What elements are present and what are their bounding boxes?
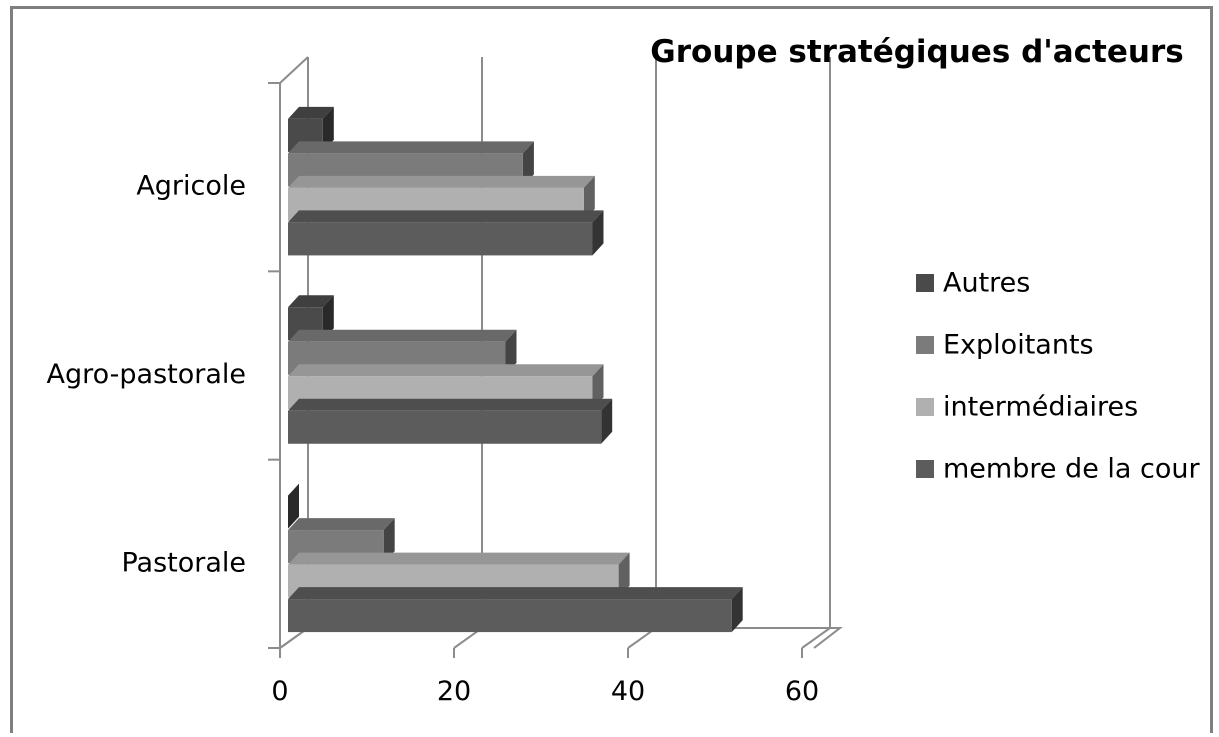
- bar-side-face: [601, 398, 613, 444]
- x-tick-labels: 0 20 40 60: [271, 676, 819, 707]
- legend-item-label: Exploitants: [943, 330, 1094, 361]
- bar: [288, 398, 613, 444]
- bar-top-face: [288, 295, 334, 308]
- bar-side-face: [583, 175, 595, 221]
- category-label: Agro-pastorale: [47, 359, 247, 390]
- legend-item-label: Autres: [943, 268, 1030, 299]
- bar-front-face: [288, 410, 602, 444]
- chart-frame: [10, 6, 1213, 733]
- bar-top-face: [288, 329, 517, 342]
- bar-side-face: [522, 141, 534, 187]
- legend-item-label: intermédiaires: [943, 392, 1138, 423]
- bar-top-face: [288, 210, 604, 223]
- bar-top-face: [288, 587, 743, 600]
- floor-gridline: [801, 627, 831, 649]
- bar-side-face: [592, 364, 604, 410]
- bar-top-face: [288, 518, 395, 531]
- bar-side-face: [383, 518, 395, 564]
- category-label: Agricole: [136, 171, 246, 202]
- bar-side-face: [288, 483, 299, 529]
- bar-top-face: [288, 552, 630, 565]
- chart-legend: Autres Exploitants intermédiaires membre de…: [916, 268, 1200, 485]
- x-tick-label: 20: [437, 676, 471, 707]
- chart-axis: [268, 82, 803, 658]
- bar-front-face: [288, 222, 593, 256]
- bar-top-face: [288, 364, 604, 377]
- chart-bars: [288, 106, 743, 633]
- x-tick-label: 40: [611, 676, 645, 707]
- category-labels: Agricole Agro-pastorale Pastorale: [47, 171, 247, 579]
- bar-side-face: [505, 329, 517, 375]
- bar-top-face: [288, 106, 334, 119]
- legend-swatch: [916, 460, 934, 478]
- category-label: Pastorale: [121, 547, 246, 578]
- bar-top-face: [288, 141, 534, 154]
- bar-side-face: [618, 552, 630, 598]
- bar-top-face: [288, 175, 595, 188]
- legend-swatch: [916, 336, 934, 354]
- legend-item-label: membre de la cour: [943, 454, 1200, 485]
- bar-side-face: [731, 587, 743, 633]
- bar: [288, 210, 604, 256]
- bar-side-face: [322, 295, 334, 341]
- bar-side-face: [592, 210, 604, 256]
- chart-title: Groupe stratégiques d'acteurs: [650, 34, 1183, 70]
- bar-top-face: [288, 398, 613, 411]
- legend-swatch: [916, 398, 934, 416]
- bar: [288, 483, 299, 529]
- side-wall-top: [279, 56, 309, 84]
- bar: [288, 587, 743, 633]
- bar-front-face: [288, 599, 732, 633]
- legend-swatch: [916, 274, 934, 292]
- x-tick-label: 0: [271, 676, 288, 707]
- x-tick-label: 60: [785, 676, 819, 707]
- bar-side-face: [322, 106, 334, 152]
